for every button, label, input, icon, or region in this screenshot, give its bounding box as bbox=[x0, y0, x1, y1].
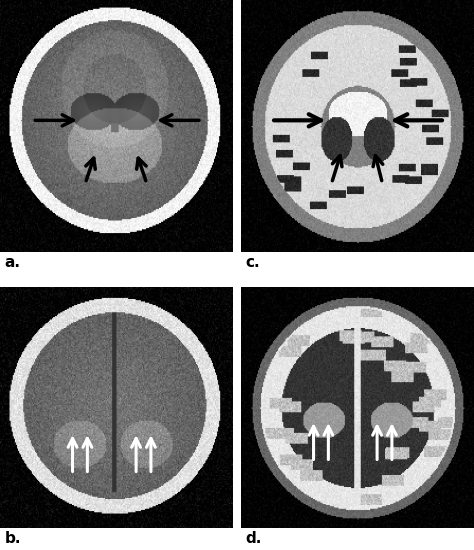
Text: a.: a. bbox=[5, 255, 21, 270]
Text: b.: b. bbox=[5, 531, 21, 546]
Text: d.: d. bbox=[246, 531, 262, 546]
Text: c.: c. bbox=[246, 255, 260, 270]
